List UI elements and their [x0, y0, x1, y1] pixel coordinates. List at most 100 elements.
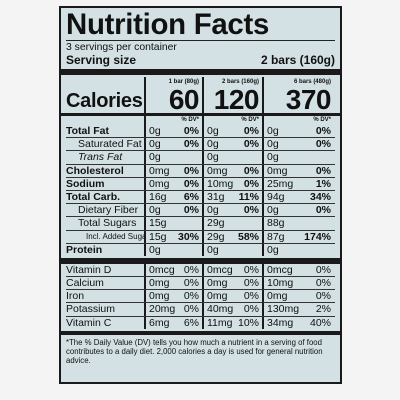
percent-daily-value: 0% [315, 277, 331, 290]
percent-daily-value: 0% [315, 164, 331, 177]
nutrient-label: Potassium [66, 303, 116, 316]
calories-value: 60 [144, 86, 202, 114]
amount-value: 15g [149, 217, 167, 230]
nutrient-cell: 15g [144, 217, 202, 230]
nutrient-row: Incl. Added Sugars 15g 30% 29g 58% 87g 174% [66, 229, 335, 243]
nutrient-row: Saturated Fat 0g 0% 0g 0% 0g 0% [66, 137, 335, 151]
nutrient-cell: 0mg 0% [144, 164, 202, 177]
amount-value: 11mg [207, 316, 233, 329]
percent-daily-value: 0% [315, 204, 331, 217]
nutrient-cell: 20mg 0% [144, 303, 202, 316]
calories-label: Calories [66, 90, 143, 112]
column-header: 6 bars (480g) [262, 77, 334, 87]
nutrient-cell: 15g 30% [144, 230, 202, 243]
nutrient-cell: 10mg 0% [262, 277, 334, 290]
nutrient-row: Dietary Fiber 0g 0% 0g 0% 0g 0% [66, 203, 335, 217]
percent-daily-value: 10% [237, 316, 259, 329]
nutrient-cell: 0g 0% [202, 204, 262, 217]
serving-size-label: Serving size [66, 53, 137, 67]
amount-value: 130mg [267, 303, 300, 316]
nutrient-cell: 0g 0% [144, 138, 202, 151]
amount-value: 29g [207, 230, 225, 243]
percent-daily-value: 174% [304, 230, 331, 243]
nutrient-row: Protein 0g 0g 0g [66, 242, 335, 256]
nutrient-label: Total Fat [66, 125, 109, 137]
nutrient-cell: 29g [202, 217, 262, 230]
nutrient-row: Cholesterol 0mg 0% 0mg 0% 0mg 0% [66, 163, 335, 177]
nutrient-cell: 31g 11% [202, 190, 262, 204]
nutrient-cell: 0g [262, 151, 334, 164]
percent-daily-value: 0% [243, 303, 259, 316]
percent-daily-value: 30% [177, 230, 199, 243]
nutrient-cell: 40mg 0% [202, 303, 262, 316]
nutrient-cell: 0g 0% [262, 138, 334, 151]
nutrient-label: Saturated Fat [78, 138, 142, 151]
nutrient-cell: 10mg 0% [202, 177, 262, 190]
nutrient-cell: 34mg 40% [262, 316, 334, 329]
amount-value: 0g [207, 243, 219, 256]
percent-daily-value: 0% [183, 125, 199, 137]
amount-value: 10mg [207, 177, 234, 190]
nutrient-row: Total Fat 0g 0% 0g 0% 0g 0% [66, 125, 335, 138]
column-headers: 1 bar (80g) 2 bars (160g) 6 bars (480g) [66, 77, 335, 87]
calories-row: Calories 60 120 370 [66, 86, 335, 114]
vitamin-row: Calcium 0mg 0% 0mg 0% 10mg 0% [66, 276, 335, 290]
nutrient-row: Total Sugars 15g 29g 88g [66, 216, 335, 230]
amount-value: 31g [207, 190, 225, 203]
serving-size-value: 2 bars (160g) [260, 53, 335, 67]
amount-value: 0mg [207, 290, 228, 303]
nutrient-cell: 0g [202, 151, 262, 164]
servings-per-container: 3 servings per container [66, 42, 177, 53]
amount-value: 10mg [267, 277, 294, 290]
percent-daily-value: 0% [243, 290, 259, 303]
nutrient-cell: 0mg 0% [262, 290, 334, 303]
nutrient-cell: 0g [262, 243, 334, 256]
amount-value: 0g [207, 138, 219, 151]
nutrient-label: Trans Fat [78, 151, 123, 164]
amount-value: 0mcg [267, 263, 293, 276]
amount-value: 0mg [207, 164, 228, 177]
amount-value: 25mg [267, 177, 294, 190]
column-header: 1 bar (80g) [144, 77, 202, 87]
amount-value: 88g [267, 217, 285, 230]
vitamin-row: Vitamin C 6mg 6% 11mg 10% 34mg 40% [66, 315, 335, 329]
amount-value: 0g [267, 151, 279, 164]
amount-value: 0mg [267, 164, 288, 177]
amount-value: 20mg [149, 303, 176, 316]
amount-value: 0g [149, 125, 161, 137]
nutrient-cell: 6mg 6% [144, 316, 202, 329]
percent-daily-value: 2% [315, 303, 331, 316]
percent-daily-value: 0% [243, 138, 259, 151]
percent-daily-value: 0% [315, 138, 331, 151]
percent-daily-value: 58% [237, 230, 259, 243]
amount-value: 29g [207, 217, 225, 230]
nutrient-cell: 0mg 0% [202, 164, 262, 177]
amount-value: 0g [149, 151, 161, 164]
calories-value: 370 [262, 86, 334, 114]
nutrient-cell: 0g 0% [144, 204, 202, 217]
dv-label: % DV* [202, 116, 262, 125]
percent-daily-value: 40% [309, 316, 331, 329]
nutrient-cell: 0mg 0% [202, 290, 262, 303]
amount-value: 0g [267, 243, 279, 256]
amount-value: 0g [267, 204, 279, 217]
nutrient-cell: 0mcg 0% [202, 263, 262, 277]
nutrient-cell: 0mg 0% [262, 164, 334, 177]
amount-value: 94g [267, 190, 285, 203]
nutrient-cell: 130mg 2% [262, 303, 334, 316]
thick-divider [61, 69, 340, 75]
divider [66, 40, 335, 41]
nutrient-label: Incl. Added Sugars [86, 231, 144, 241]
nutrient-cell: 0g 0% [262, 204, 334, 217]
percent-daily-value: 6% [183, 316, 199, 329]
nutrient-label: Dietary Fiber [78, 204, 139, 217]
percent-daily-value: 0% [183, 204, 199, 217]
amount-value: 0g [149, 138, 161, 151]
nutrient-label: Calcium [66, 277, 104, 290]
nutrient-cell: 11mg 10% [202, 316, 262, 329]
amount-value: 87g [267, 230, 285, 243]
amount-value: 0mcg [149, 263, 175, 276]
nutrient-cell: 0g [144, 151, 202, 164]
percent-daily-value: 0% [183, 277, 199, 290]
percent-daily-value: 0% [243, 125, 259, 137]
